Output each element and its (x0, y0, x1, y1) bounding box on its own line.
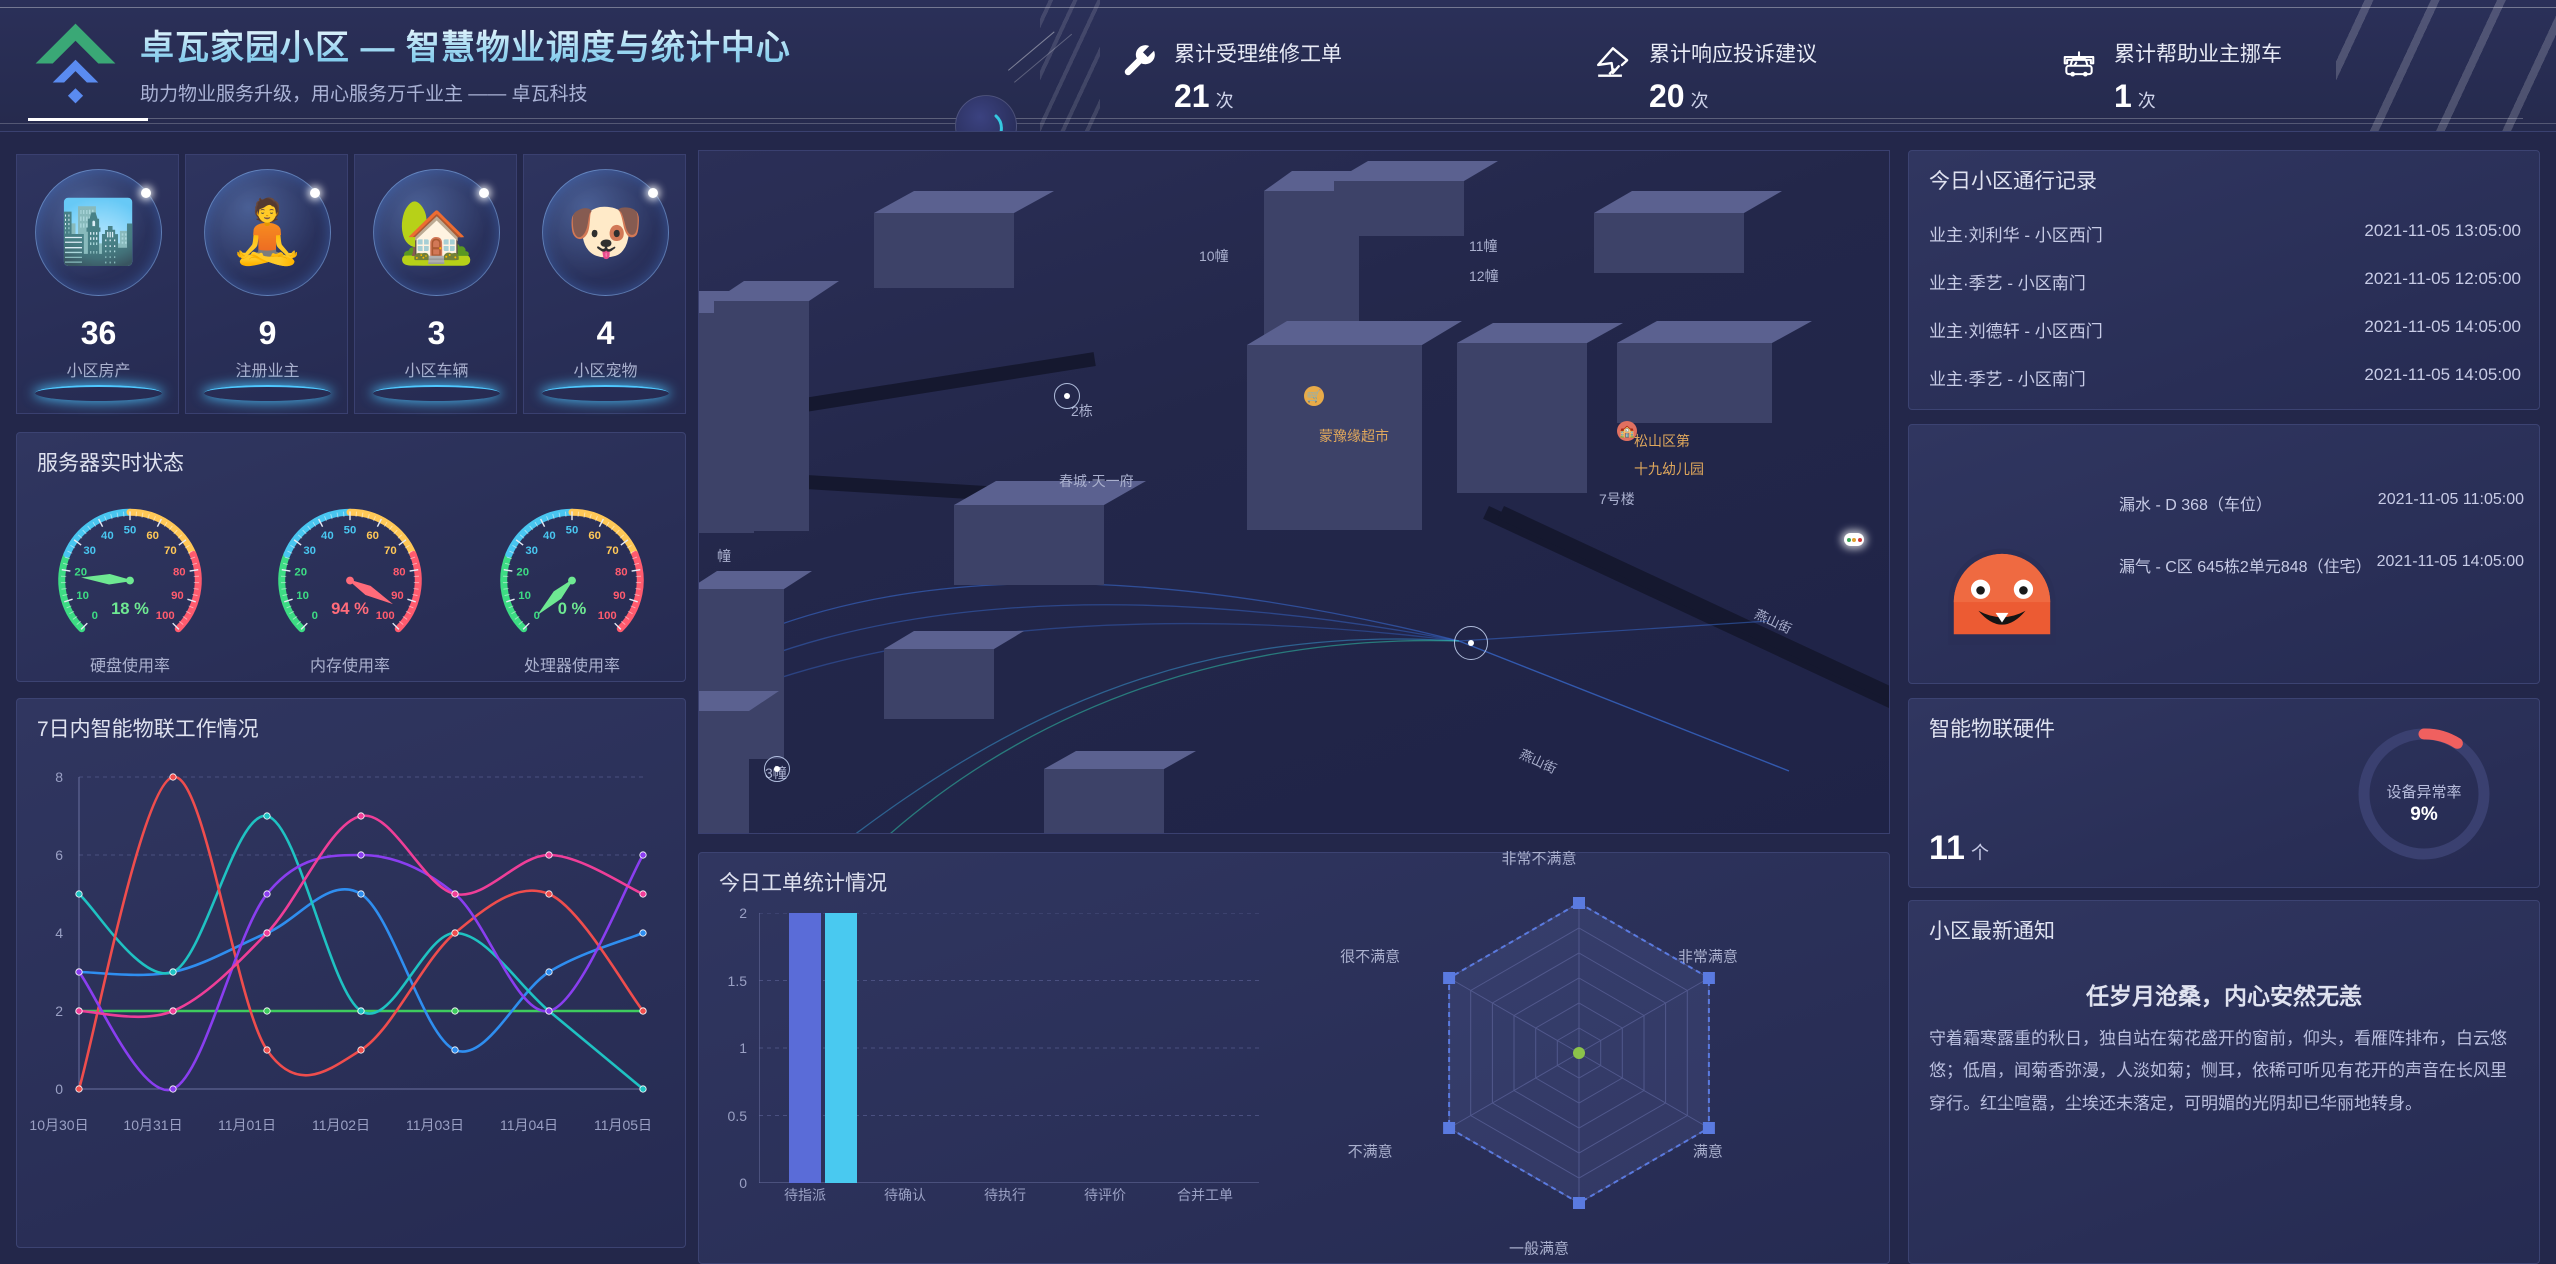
svg-text:90: 90 (171, 590, 184, 602)
svg-text:90: 90 (391, 590, 404, 602)
svg-text:80: 80 (173, 567, 186, 579)
svg-text:10: 10 (518, 590, 531, 602)
svg-text:60: 60 (366, 530, 379, 542)
svg-text:100: 100 (598, 610, 617, 622)
svg-text:40: 40 (321, 530, 334, 542)
svg-text:60: 60 (588, 530, 601, 542)
svg-text:80: 80 (615, 567, 628, 579)
svg-text:10: 10 (296, 590, 309, 602)
svg-text:18 %: 18 % (111, 599, 149, 618)
svg-text:20: 20 (516, 567, 529, 579)
svg-text:0: 0 (92, 610, 98, 622)
svg-text:10: 10 (76, 590, 89, 602)
svg-text:70: 70 (384, 545, 397, 557)
svg-text:50: 50 (344, 525, 357, 537)
svg-text:30: 30 (303, 545, 316, 557)
svg-text:50: 50 (124, 525, 137, 537)
svg-text:94 %: 94 % (331, 599, 369, 618)
svg-text:30: 30 (525, 545, 538, 557)
svg-text:0 %: 0 % (558, 599, 587, 618)
svg-text:30: 30 (83, 545, 96, 557)
svg-text:0: 0 (312, 610, 318, 622)
svg-text:80: 80 (393, 567, 406, 579)
svg-text:40: 40 (101, 530, 114, 542)
svg-text:100: 100 (376, 610, 395, 622)
svg-text:70: 70 (606, 545, 619, 557)
svg-text:60: 60 (146, 530, 159, 542)
svg-text:0: 0 (534, 610, 540, 622)
svg-text:90: 90 (613, 590, 626, 602)
svg-text:40: 40 (543, 530, 556, 542)
svg-text:20: 20 (294, 567, 307, 579)
svg-text:20: 20 (74, 567, 87, 579)
svg-text:100: 100 (156, 610, 175, 622)
svg-text:50: 50 (566, 525, 579, 537)
svg-text:70: 70 (164, 545, 177, 557)
